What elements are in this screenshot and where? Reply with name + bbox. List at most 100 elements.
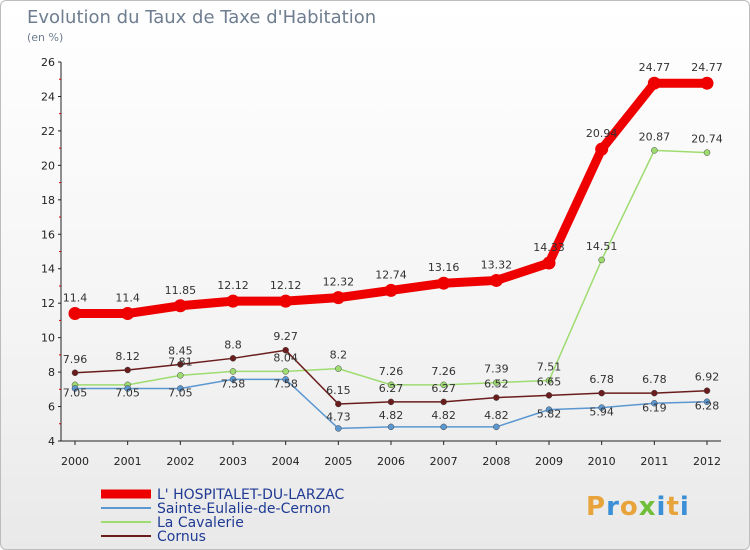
y-tick-label: 6 [48,401,55,414]
data-point [387,398,395,406]
x-tick-label: 2005 [324,455,352,468]
data-point [335,400,342,408]
data-point [700,76,714,90]
data-point [177,361,184,368]
x-tick-label: 2009 [535,455,563,468]
data-point [493,394,500,401]
legend-label: Sainte-Eulalie-de-Cernon [157,501,331,517]
data-label: 7.05 [168,386,193,399]
x-tick-label: 2007 [430,455,458,468]
data-point [598,404,605,411]
data-point [545,377,553,384]
data-label: 8.12 [115,350,140,363]
data-point [282,376,289,383]
data-label: 6.19 [642,401,667,414]
data-label: 7.05 [63,386,88,399]
data-point [71,385,79,392]
x-tick-label: 2008 [482,455,510,468]
legend-label: L' HOSPITALET-DU-LARZAC [157,487,345,503]
data-point [651,147,658,154]
data-label: 6.78 [589,373,614,386]
data-label: 12.12 [270,279,302,292]
data-label: 4.73 [326,410,351,423]
data-label: 5.82 [537,408,562,421]
y-tick-label: 26 [41,56,55,69]
data-point [331,291,345,305]
data-point [335,365,342,372]
data-point [489,273,503,287]
data-point [229,376,237,383]
data-point [493,423,500,431]
data-label: 24.77 [691,61,723,74]
data-point [68,307,82,321]
data-label: 20.74 [691,133,723,146]
logo-letter: r [606,492,620,522]
data-point [282,368,289,375]
data-label: 8.8 [224,338,242,351]
data-point [173,299,187,313]
legend-label: La Cavalerie [157,515,244,531]
data-point [703,398,711,405]
x-tick-label: 2003 [219,455,247,468]
data-point [545,392,553,399]
legend-label: Cornus [157,529,206,545]
data-label: 6.92 [695,371,720,384]
logo-letter: i [656,492,667,522]
y-tick-label: 12 [41,297,55,310]
data-point [279,294,293,308]
data-label: 8.04 [273,351,298,364]
data-point [437,276,451,290]
x-tick-label: 2001 [114,455,142,468]
x-tick-label: 2010 [588,455,616,468]
y-tick-label: 8 [48,366,55,379]
y-tick-label: 10 [41,332,55,345]
x-tick-label: 2004 [272,455,300,468]
data-point [177,385,184,392]
data-label: 4.82 [431,409,456,422]
data-label: 7.51 [537,361,562,374]
y-tick-label: 20 [41,159,55,172]
data-label: 12.74 [375,268,407,281]
data-point [440,398,447,406]
data-point [71,369,79,377]
data-label: 11.85 [165,284,197,297]
data-point [651,400,658,407]
data-point [229,355,237,362]
data-label: 7.96 [63,353,88,366]
data-label: 6.28 [695,400,720,413]
data-label: 14.33 [533,241,565,254]
data-point [282,346,289,354]
x-tick-label: 2002 [166,455,194,468]
data-point [651,389,658,397]
data-label: 7.58 [221,377,246,390]
y-tick-label: 16 [41,228,55,241]
data-label: 12.32 [323,276,355,289]
data-label: 6.52 [484,378,509,391]
data-point [387,423,395,431]
data-label: 8.2 [330,349,348,362]
y-tick-label: 24 [41,90,55,103]
data-label: 13.32 [481,258,513,271]
data-point [703,149,711,156]
data-label: 6.27 [379,382,404,395]
data-label: 8.45 [168,344,193,357]
data-label: 7.58 [273,377,298,390]
data-label: 12.12 [217,279,249,292]
proxiti-logo: Proxiti [586,492,690,522]
data-label: 20.87 [639,130,671,143]
data-label: 11.4 [63,292,88,305]
x-tick-label: 2012 [693,455,721,468]
data-label: 7.26 [431,365,456,378]
data-label: 6.65 [537,375,562,388]
data-point [335,425,342,432]
y-tick-label: 4 [48,435,55,448]
data-point [703,387,711,394]
x-tick-label: 2006 [377,455,405,468]
data-point [121,307,135,321]
data-label: 7.26 [379,365,404,378]
data-label: 6.27 [431,382,456,395]
unit-label: (en %) [27,31,64,44]
logo-letter: o [619,492,639,522]
